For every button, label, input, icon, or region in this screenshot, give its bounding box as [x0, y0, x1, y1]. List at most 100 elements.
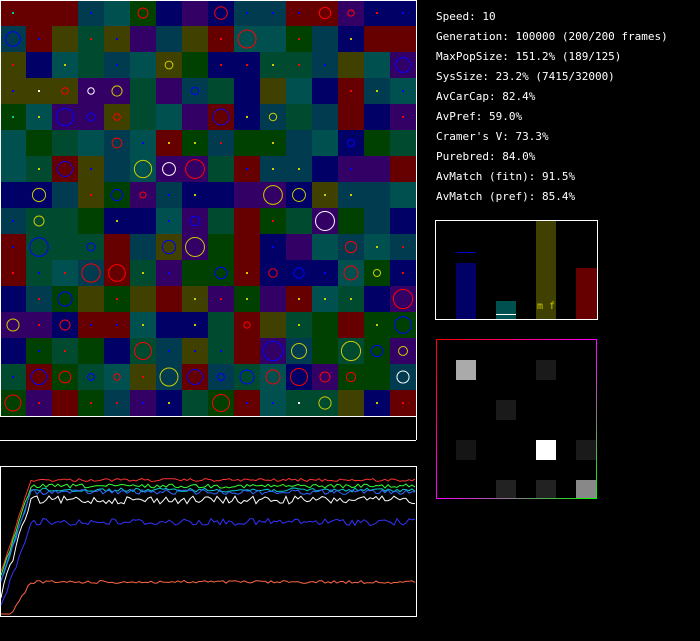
- agent-dot: [90, 402, 92, 404]
- agent-dot: [272, 168, 274, 170]
- cell: [234, 338, 260, 364]
- cell: [364, 26, 390, 52]
- cell: [78, 338, 104, 364]
- cell: [312, 312, 338, 338]
- agent: [263, 185, 283, 205]
- cell: [78, 286, 104, 312]
- cell: [78, 208, 104, 234]
- cell: [52, 26, 78, 52]
- cell: [52, 234, 78, 260]
- agent: [164, 60, 174, 70]
- agent-dot: [298, 168, 300, 170]
- cell: [364, 182, 390, 208]
- agent-dot: [376, 324, 378, 326]
- agent-dot: [142, 324, 144, 326]
- agent-dot: [168, 350, 170, 352]
- cell: [338, 338, 364, 364]
- agent-dot: [246, 168, 248, 170]
- agent-dot: [38, 350, 40, 352]
- cell: [156, 104, 182, 130]
- cell: [312, 234, 338, 260]
- agent-dot: [350, 168, 352, 170]
- agent: [113, 373, 121, 381]
- cell: [286, 364, 312, 390]
- cell: [52, 156, 78, 182]
- cell: [312, 208, 338, 234]
- cell: [182, 78, 208, 104]
- agent: [396, 370, 410, 384]
- agent-dot: [168, 194, 170, 196]
- agent: [81, 263, 101, 283]
- agent-dot: [298, 12, 300, 14]
- cell: [182, 104, 208, 130]
- cell: [234, 312, 260, 338]
- agent-dot: [272, 246, 274, 248]
- agent-dot: [142, 402, 144, 404]
- agent-dot: [38, 324, 40, 326]
- agent-dot: [298, 38, 300, 40]
- agent-dot: [64, 350, 66, 352]
- stat-line: Generation: 100000 (200/200 frames): [436, 30, 668, 43]
- agent-dot: [376, 12, 378, 14]
- cell: [52, 182, 78, 208]
- agent-dot: [116, 64, 118, 66]
- stat-line: AvCarCap: 82.4%: [436, 90, 536, 103]
- cell: [364, 130, 390, 156]
- agent: [139, 191, 147, 199]
- cell: [208, 390, 234, 416]
- agent-dot: [38, 298, 40, 300]
- cell: [130, 0, 156, 26]
- cell: [338, 208, 364, 234]
- cell: [364, 52, 390, 78]
- cell: [208, 182, 234, 208]
- agent: [162, 162, 176, 176]
- agent: [110, 188, 124, 202]
- cell: [182, 0, 208, 26]
- cell: [364, 156, 390, 182]
- cell: [338, 390, 364, 416]
- history-plot: [0, 466, 417, 617]
- history-line: [0, 487, 416, 580]
- agent: [398, 346, 408, 356]
- cell: [286, 130, 312, 156]
- agent-dot: [376, 402, 378, 404]
- stat-line: AvMatch (fitn): 91.5%: [436, 170, 575, 183]
- cell: [104, 78, 130, 104]
- cell: [286, 208, 312, 234]
- stat-line: AvPref: 59.0%: [436, 110, 522, 123]
- heat-cell: [496, 480, 516, 498]
- cell: [130, 78, 156, 104]
- cell: [156, 156, 182, 182]
- cell: [104, 156, 130, 182]
- cell: [26, 130, 52, 156]
- cell: [182, 390, 208, 416]
- agent-dot: [38, 90, 40, 92]
- agent-dot: [272, 12, 274, 14]
- agent-dot: [246, 116, 248, 118]
- agent: [30, 368, 48, 386]
- agent: [243, 321, 251, 329]
- cell: [364, 260, 390, 286]
- cell: [130, 286, 156, 312]
- cell: [26, 234, 52, 260]
- cell: [312, 0, 338, 26]
- agent-dot: [272, 220, 274, 222]
- agent-dot: [402, 116, 404, 118]
- history-line: [0, 495, 416, 598]
- agent-dot: [272, 64, 274, 66]
- agent-dot: [64, 64, 66, 66]
- cell: [156, 286, 182, 312]
- cell: [260, 260, 286, 286]
- stat-line: Cramer's V: 73.3%: [436, 130, 549, 143]
- agent-dot: [142, 142, 144, 144]
- agent: [185, 159, 205, 179]
- cell: [286, 104, 312, 130]
- agent: [29, 237, 49, 257]
- history-line: [0, 517, 416, 606]
- agent: [343, 265, 359, 281]
- cell: [0, 156, 26, 182]
- cell: [260, 182, 286, 208]
- cell: [312, 104, 338, 130]
